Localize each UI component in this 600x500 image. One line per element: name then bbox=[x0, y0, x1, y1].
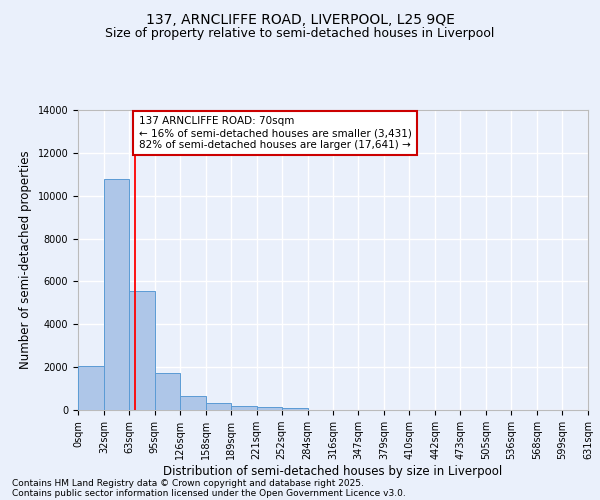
Text: 137 ARNCLIFFE ROAD: 70sqm
← 16% of semi-detached houses are smaller (3,431)
82% : 137 ARNCLIFFE ROAD: 70sqm ← 16% of semi-… bbox=[139, 116, 412, 150]
Text: Contains HM Land Registry data © Crown copyright and database right 2025.: Contains HM Land Registry data © Crown c… bbox=[12, 478, 364, 488]
Bar bbox=[129, 291, 155, 410]
Text: Contains public sector information licensed under the Open Government Licence v3: Contains public sector information licen… bbox=[12, 488, 406, 498]
Bar bbox=[231, 406, 257, 410]
Bar bbox=[180, 396, 206, 410]
Y-axis label: Number of semi-detached properties: Number of semi-detached properties bbox=[19, 150, 32, 370]
Text: Size of property relative to semi-detached houses in Liverpool: Size of property relative to semi-detach… bbox=[106, 28, 494, 40]
Bar bbox=[155, 372, 180, 410]
Bar bbox=[78, 366, 104, 410]
Bar bbox=[257, 407, 281, 410]
Text: 137, ARNCLIFFE ROAD, LIVERPOOL, L25 9QE: 137, ARNCLIFFE ROAD, LIVERPOOL, L25 9QE bbox=[146, 12, 454, 26]
Bar bbox=[206, 404, 231, 410]
Bar bbox=[104, 178, 129, 410]
X-axis label: Distribution of semi-detached houses by size in Liverpool: Distribution of semi-detached houses by … bbox=[163, 465, 503, 478]
Bar bbox=[281, 408, 308, 410]
